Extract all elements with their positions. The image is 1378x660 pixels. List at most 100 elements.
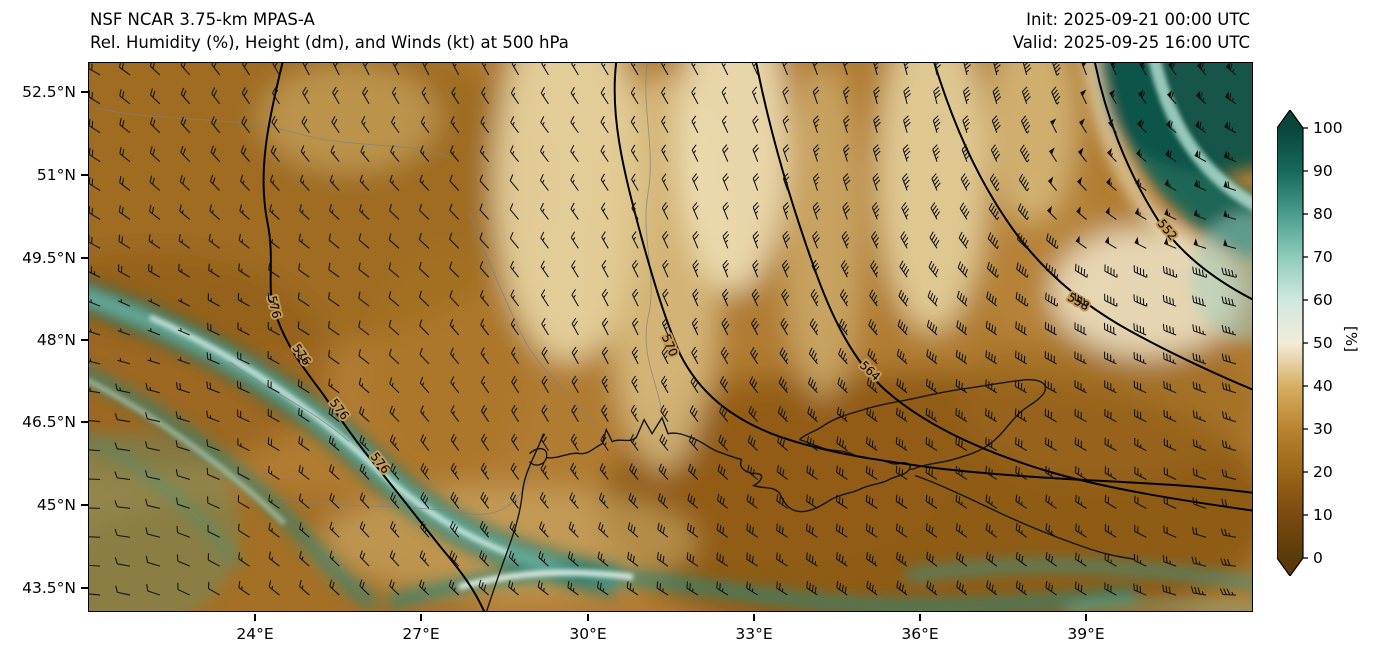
wind-barb [1134,524,1147,538]
wind-barb [601,288,609,307]
x-axis-tick [1085,614,1087,621]
wind-barb [748,405,759,423]
wind-barb [177,582,190,596]
wind-barb [718,434,729,451]
wind-barb [989,173,1000,192]
wind-barb [1049,147,1058,162]
wind-barb [479,550,490,567]
wind-barb [329,204,340,220]
wind-barb [302,86,310,105]
wind-barb [297,379,310,394]
wind-barb [419,376,430,394]
wind-barb [662,288,669,307]
wind-barb [782,202,790,220]
wind-barb [480,433,490,451]
wind-barb [570,87,579,105]
wind-barb [178,234,191,249]
wind-barb [1045,263,1059,278]
y-axis-tick [81,504,88,506]
wind-barb [835,494,848,509]
wind-barb [1133,294,1148,307]
wind-barb [539,492,549,509]
x-axis-tick [254,614,256,621]
wind-barb [1163,496,1177,509]
wind-barb [955,379,968,394]
wind-barb [240,145,250,162]
wind-barb [328,349,340,365]
wind-barb [509,231,519,249]
wind-barb [89,119,101,134]
wind-barb [89,501,101,509]
wind-barb [632,288,639,307]
wind-barb [1220,558,1236,567]
y-axis-tick [81,257,88,259]
wind-barb [358,377,370,394]
wind-barb [298,464,310,480]
wind-barb [631,63,639,76]
wind-barb [328,262,340,278]
wind-barb [837,377,848,394]
wind-barb [1221,469,1237,480]
wind-barb [511,347,519,365]
wind-barb [208,263,220,278]
wind-barb [389,405,400,423]
wind-barb [926,580,938,596]
wind-barb [329,550,340,567]
wind-barb [955,408,968,423]
wind-barb [115,585,131,596]
wind-barb [89,328,101,336]
wind-barb [118,205,131,220]
wind-barb [806,552,818,567]
wind-barb [449,261,460,278]
wind-barb [1166,90,1177,105]
wind-barb [1192,352,1207,365]
wind-barb [871,231,879,249]
wind-barb [601,63,609,76]
wind-barb [722,202,730,220]
wind-barb [601,346,609,365]
wind-barb [268,465,280,480]
x-axis-tick [587,614,589,621]
wind-barb [148,234,161,249]
wind-barb [1163,438,1177,452]
wind-barb [207,496,220,509]
wind-barb [541,318,549,336]
wind-barb [1104,553,1117,567]
wind-barb [421,86,430,105]
wind-barb [332,86,340,105]
wind-barb [241,87,250,105]
wind-barb [1163,352,1177,365]
wind-barb [986,261,999,278]
colorbar-tick-label: 90 [1313,162,1333,180]
wind-barb [510,289,519,307]
wind-barb [117,357,131,365]
wind-barb [716,552,729,567]
wind-barb [752,144,760,162]
wind-barb [958,231,969,249]
wind-barb [210,145,221,162]
wind-barb [930,202,941,220]
wind-barb [1192,266,1208,278]
wind-barb [843,86,850,105]
wind-barb [1163,237,1177,249]
wind-barb [835,523,848,538]
wind-barb [388,319,400,336]
wind-barb [903,115,911,133]
wind-barb [925,378,938,394]
wind-barb [1106,177,1117,191]
wind-barb [1192,381,1207,394]
coastline-caucasus [914,474,1135,560]
wind-barb [420,405,430,423]
wind-barb [510,116,519,134]
y-axis-label: 49.5°N [22,249,76,267]
wind-barb [898,289,909,307]
wind-barb [1105,206,1117,220]
colorbar-tick-label: 10 [1313,506,1333,524]
wind-barb [541,346,549,365]
wind-barb [1219,588,1236,596]
wind-barb [390,145,400,162]
wind-barb [895,465,908,480]
wind-barb [872,173,881,191]
wind-barb [807,376,818,394]
wind-barb [776,523,788,538]
